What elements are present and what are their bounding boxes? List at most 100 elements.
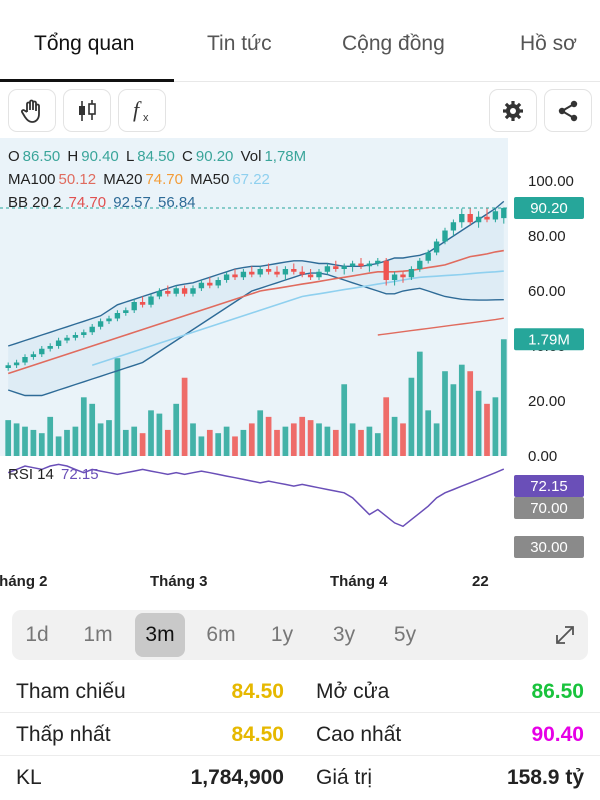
volume-stat-label: KL xyxy=(16,766,42,789)
bb-upper-value: 92.57 xyxy=(113,194,151,211)
candle-body xyxy=(316,271,322,278)
volume-bar xyxy=(358,429,364,456)
candle-body xyxy=(190,288,196,294)
volume-bar xyxy=(13,423,20,456)
rsi-lower-tag xyxy=(514,536,584,558)
candle-body xyxy=(484,216,490,220)
last-volume-tag-label: 1.79M xyxy=(528,331,570,348)
volume-bar xyxy=(492,397,499,456)
volume-bar xyxy=(332,429,339,456)
high-stat-label: Cao nhất xyxy=(316,723,402,746)
candle-body xyxy=(97,321,104,327)
ma20-value: 74.70 xyxy=(145,171,183,188)
x-tick-label: Tháng 3 xyxy=(150,573,208,590)
volume-bar xyxy=(89,403,96,456)
volume-bar xyxy=(341,384,348,456)
volume-bar xyxy=(122,429,129,456)
volume-bar xyxy=(206,429,213,456)
volume-bar xyxy=(400,423,406,456)
volume-bar xyxy=(282,426,289,456)
tab-community[interactable]: Cộng đồng xyxy=(342,32,445,55)
open-stat-label: Mở cửa xyxy=(316,680,390,703)
candle-body xyxy=(165,291,171,294)
candle-body xyxy=(5,365,11,368)
candle-body xyxy=(81,332,87,335)
bb-legend: BB 20 2 74.70 92.57 56.84 xyxy=(8,194,199,211)
tab-profile[interactable]: Hồ sơ xyxy=(520,32,577,55)
open-stat-value: 86.50 xyxy=(531,680,584,703)
range-3m[interactable]: 3m xyxy=(135,613,185,657)
chart-type-button[interactable] xyxy=(63,89,111,132)
candle-body xyxy=(417,260,423,269)
last-volume-tag xyxy=(514,328,584,351)
y-tick-label: 100.00 xyxy=(528,173,574,190)
volume-bar xyxy=(383,397,390,456)
candle-body xyxy=(148,296,154,305)
ma100-value: 50.12 xyxy=(58,171,97,188)
candle-body xyxy=(450,222,457,231)
price-chart[interactable]: 100.0080.0060.0040.0020.000.0090.201.79M… xyxy=(0,138,600,598)
volume-bar xyxy=(97,423,104,456)
high-value: 90.40 xyxy=(81,148,119,165)
volume-bar xyxy=(114,358,121,456)
tab-news[interactable]: Tin tức xyxy=(207,32,272,55)
candle-body xyxy=(492,211,499,220)
rsi-legend: RSI 14 72.15 xyxy=(8,466,102,483)
volume-bar xyxy=(198,436,205,456)
volume-bar xyxy=(5,420,12,456)
candle-body xyxy=(13,362,20,366)
volume-bar xyxy=(458,364,465,456)
candle-body xyxy=(215,280,221,286)
volume-bar xyxy=(500,339,507,456)
high-stat-value: 90.40 xyxy=(531,723,584,746)
volume-bar xyxy=(22,426,28,456)
volume-bar xyxy=(173,403,180,456)
candle-body xyxy=(207,282,213,286)
volume-bar xyxy=(164,429,171,456)
range-6m[interactable]: 6m xyxy=(206,623,236,646)
tab-overview[interactable]: Tổng quan xyxy=(34,32,135,55)
candle-body xyxy=(433,241,440,253)
candle-body xyxy=(47,346,53,349)
candle-body xyxy=(400,274,406,278)
candle-body xyxy=(181,288,188,294)
range-1y[interactable]: 1y xyxy=(270,623,294,646)
bollinger-lower-line xyxy=(7,272,504,397)
volume-bar xyxy=(416,351,423,456)
candle-body xyxy=(291,269,297,272)
volume-bar xyxy=(349,423,356,456)
candle-body xyxy=(333,266,339,269)
range-3y[interactable]: 3y xyxy=(332,623,356,646)
volume-bar xyxy=(408,377,415,456)
share-button[interactable] xyxy=(544,89,592,132)
share-icon xyxy=(558,100,578,121)
rsi-label: RSI 14 xyxy=(8,466,54,483)
reference-value: 84.50 xyxy=(231,680,284,703)
low-label: L xyxy=(125,148,135,165)
ma50-value: 67.22 xyxy=(232,171,270,188)
gear-icon xyxy=(503,100,523,121)
expand-icon[interactable] xyxy=(552,622,578,648)
rsi-current-tag-label: 72.15 xyxy=(530,478,568,495)
volume-bar xyxy=(181,377,188,456)
volume-bar xyxy=(366,426,373,456)
candle-body xyxy=(324,266,331,272)
candle-body xyxy=(383,260,389,280)
stats-divider xyxy=(0,712,600,713)
hand-tool-button[interactable] xyxy=(8,89,56,132)
bb-lower-value: 56.84 xyxy=(157,194,196,211)
candle-body xyxy=(459,214,465,223)
y-tick-label: 60.00 xyxy=(528,283,566,300)
low-value: 84.50 xyxy=(137,148,175,165)
volume-bar xyxy=(248,423,255,456)
volume-bar xyxy=(72,426,79,456)
settings-button[interactable] xyxy=(489,89,537,132)
close-label: C xyxy=(182,148,193,165)
bb-mid-value: 74.70 xyxy=(68,194,107,211)
function-icon: f x xyxy=(133,97,149,124)
range-1m[interactable]: 1m xyxy=(83,623,113,646)
range-5y[interactable]: 5y xyxy=(393,623,417,646)
range-1d[interactable]: 1d xyxy=(25,623,49,646)
volume-bar xyxy=(80,397,87,456)
indicators-button[interactable]: f x xyxy=(118,89,166,132)
